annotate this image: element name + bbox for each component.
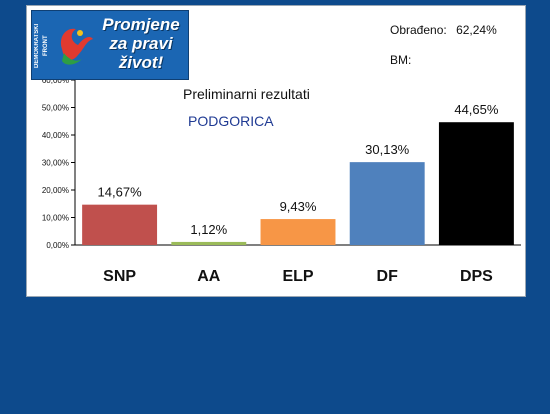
y-tick-label: 0,00% — [46, 241, 69, 250]
chart-title: Preliminarni rezultati — [183, 86, 310, 102]
data-label: 44,65% — [454, 102, 499, 117]
logo-brand-text: DEMOKRATSKI FRONT — [34, 23, 49, 69]
slogan-line-1: Promjene — [102, 15, 180, 34]
bar-aa — [171, 241, 247, 245]
dove-icon — [60, 28, 93, 65]
bar-dps — [438, 122, 514, 245]
bar-chart: 0,00% 10,00% 20,00% 30,00% 40,00% 50,00% 60,00… — [42, 76, 521, 285]
data-label: 14,67% — [98, 185, 143, 200]
slogan-line-2: za pravi — [109, 34, 173, 53]
category-label: AA — [197, 268, 221, 285]
bar-elp — [260, 219, 336, 245]
chart-subtitle: PODGORICA — [188, 113, 274, 129]
data-label: 30,13% — [365, 142, 410, 157]
category-label: SNP — [103, 268, 136, 285]
data-label: 9,43% — [280, 199, 317, 214]
category-label: ELP — [282, 268, 313, 285]
y-tick-label: 30,00% — [42, 159, 69, 168]
bm-label: BM: — [390, 53, 412, 67]
slogan-line-3: život! — [118, 53, 164, 72]
bar-snp — [82, 204, 158, 245]
y-tick-label: 10,00% — [42, 214, 69, 223]
party-logo: DEMOKRATSKI FRONT Promjene za pravi živo… — [31, 10, 189, 80]
category-label: DF — [377, 268, 399, 285]
data-label: 1,12% — [190, 222, 227, 237]
y-tick-label: 20,00% — [42, 186, 69, 195]
chart-panel: 0,00% 10,00% 20,00% 30,00% 40,00% 50,00% 60,00… — [26, 5, 526, 297]
processed-indicator: Obrađeno: 62,24% — [390, 23, 497, 37]
y-tick-label: 60,00% — [42, 76, 69, 85]
y-tick-label: 40,00% — [42, 131, 69, 140]
y-tick-label: 50,00% — [42, 104, 69, 113]
bar-df — [349, 162, 425, 245]
logo-slogan: Promjene za pravi život! — [94, 15, 188, 72]
processed-value: 62,24% — [456, 23, 497, 37]
processed-label: Obrađeno: — [390, 23, 447, 37]
category-label: DPS — [460, 268, 493, 285]
